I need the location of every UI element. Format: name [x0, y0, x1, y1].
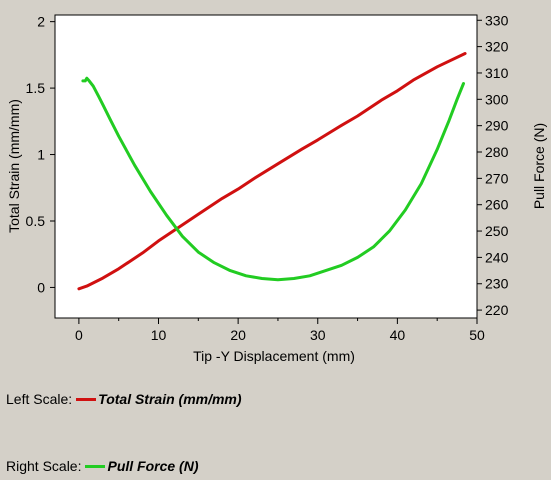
- plot-area: [54, 14, 478, 319]
- y-left-tick-label: 2: [37, 14, 45, 30]
- x-tick-label: 10: [151, 327, 167, 343]
- y-left-tick-label: 0: [37, 279, 45, 295]
- y-right-tick-label: 270: [485, 170, 509, 186]
- y-right-tick-label: 310: [485, 65, 509, 81]
- legend-left-swatch: [76, 397, 97, 401]
- y-left-tick-label: 0.5: [26, 213, 46, 229]
- legend-left-prefix: Left Scale:: [6, 391, 73, 407]
- y-axis-right-title: Pull Force (N): [531, 123, 547, 209]
- legend-right-scale: Right Scale: Pull Force (N): [6, 458, 199, 474]
- y-axis-left-title: Total Strain (mm/mm): [6, 99, 22, 233]
- x-tick-label: 50: [469, 327, 485, 343]
- y-right-tick-label: 300: [485, 91, 509, 107]
- legend-right-name: Pull Force (N): [107, 458, 199, 474]
- y-right-tick-label: 330: [485, 12, 509, 28]
- x-tick-label: 20: [230, 327, 246, 343]
- y-right-tick-label: 230: [485, 276, 509, 292]
- y-right-tick-label: 290: [485, 118, 509, 134]
- y-right-tick-label: 240: [485, 249, 509, 265]
- y-left-tick-label: 1: [37, 147, 45, 163]
- legend-left-scale: Left Scale: Total Strain (mm/mm): [6, 391, 242, 407]
- y-right-tick-label: 320: [485, 39, 509, 55]
- x-tick-label: 30: [310, 327, 326, 343]
- y-right-tick-label: 220: [485, 302, 509, 318]
- x-tick-label: 40: [390, 327, 406, 343]
- x-tick-label: 0: [75, 327, 83, 343]
- series-pull-force-line: [81, 76, 465, 282]
- legend-right-prefix: Right Scale:: [6, 458, 82, 474]
- series-total-strain-line: [77, 52, 467, 291]
- y-right-tick-label: 260: [485, 197, 509, 213]
- legend-left-name: Total Strain (mm/mm): [98, 391, 242, 407]
- y-left-tick-label: 1.5: [26, 80, 46, 96]
- y-right-tick-label: 250: [485, 223, 509, 239]
- legend-right-swatch: [85, 464, 106, 468]
- y-right-tick-label: 280: [485, 144, 509, 160]
- x-axis-title: Tip -Y Displacement (mm): [193, 348, 355, 364]
